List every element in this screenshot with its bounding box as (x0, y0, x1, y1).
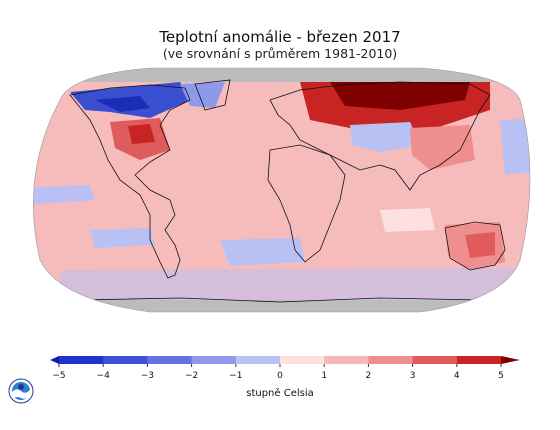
east-asia-warm (410, 125, 475, 170)
east-us-hot (128, 124, 155, 144)
legend-swatch (456, 356, 502, 364)
legend-swatch (147, 356, 193, 364)
legend-tick-label: −2 (185, 371, 198, 381)
antarctica-outline (79, 297, 481, 303)
legend-swatch (280, 356, 325, 364)
continent-outlines (69, 79, 506, 303)
indian-ocean-mild (380, 208, 435, 232)
legend-swatch (59, 356, 104, 364)
anomaly-patches (33, 68, 530, 312)
world-anomaly-map (33, 67, 531, 313)
legend-tick-label: −3 (141, 371, 154, 381)
legend-min-arrow (50, 356, 59, 364)
legend-swatch (191, 356, 237, 364)
russia-hot (330, 82, 470, 110)
east-pacific-cool (33, 185, 95, 205)
arctic-no-data (40, 68, 530, 82)
central-asia-cool (350, 122, 420, 152)
legend-max-arrow (501, 356, 520, 364)
legend-tick-label: 0 (277, 371, 283, 381)
map-title: Teplotní anomálie - březen 2017 (159, 28, 401, 46)
legend-tick-label: −1 (229, 371, 242, 381)
legend-tick-label: 4 (454, 371, 460, 381)
legend-unit-label: stupně Celsia (246, 388, 314, 399)
legend-swatch (412, 356, 458, 364)
legend-tick-label: −5 (52, 371, 65, 381)
africa-outline (267, 144, 346, 263)
americas-outline (69, 84, 191, 279)
greenland-cool (180, 82, 225, 108)
south-pacific-cool (90, 228, 155, 248)
legend-tick-label: 5 (498, 371, 504, 381)
legend-tick-label: 2 (366, 371, 372, 381)
legend-tick-label: 3 (410, 371, 416, 381)
legend-swatch (235, 356, 281, 364)
map-subtitle: (ve srovnání s průměrem 1981-2010) (162, 46, 398, 61)
eurasia-outline (269, 81, 491, 191)
australia-outline (444, 221, 506, 271)
north-pacific-cool (500, 118, 530, 175)
antarctic-no-data (40, 300, 530, 312)
legend-swatch (103, 356, 148, 364)
legend-swatch (368, 356, 414, 364)
legend-tick-label: 1 (321, 371, 327, 381)
greenland-outline (194, 79, 231, 111)
legend-ticks: −5 −4 −3 −2 −1 0 1 2 3 4 5 (52, 364, 504, 381)
south-atlantic-cool (220, 238, 305, 266)
canada-very-cold (95, 96, 150, 112)
map-body (33, 68, 530, 312)
legend-bar (50, 356, 520, 364)
noaa-logo-icon (8, 378, 34, 404)
southern-ocean-cool (60, 268, 520, 300)
legend-swatch (324, 356, 369, 364)
globe-border (33, 67, 531, 313)
australia-hot (465, 232, 495, 258)
legend-tick-label: −4 (97, 371, 111, 381)
